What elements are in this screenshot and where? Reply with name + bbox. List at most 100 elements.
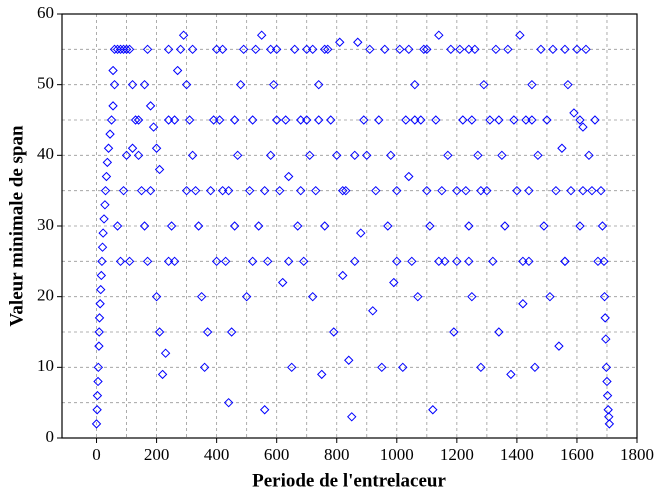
- point: [96, 284, 106, 295]
- point: [305, 150, 315, 161]
- point: [473, 150, 483, 161]
- point: [446, 44, 456, 55]
- y-axis-label: Valeur minimale de span: [6, 125, 27, 327]
- y-tick-label: 0: [46, 427, 55, 446]
- point: [518, 299, 528, 309]
- point: [524, 185, 534, 196]
- point: [202, 327, 213, 337]
- point: [214, 115, 225, 125]
- point: [392, 256, 402, 267]
- point: [560, 256, 570, 267]
- y-tick-label: 40: [37, 144, 54, 163]
- point: [377, 362, 387, 373]
- point: [96, 270, 107, 281]
- point: [289, 44, 300, 55]
- point: [280, 115, 291, 125]
- point: [356, 228, 366, 238]
- point: [596, 185, 606, 196]
- point: [127, 143, 138, 153]
- point: [308, 44, 318, 55]
- point: [320, 221, 330, 231]
- point: [91, 419, 102, 429]
- point: [148, 122, 159, 132]
- point: [277, 277, 288, 288]
- point: [545, 291, 555, 302]
- point: [575, 221, 585, 231]
- point: [259, 405, 270, 415]
- point: [181, 185, 192, 196]
- point: [145, 101, 156, 111]
- point: [142, 256, 153, 267]
- point: [338, 185, 348, 196]
- point: [94, 313, 105, 323]
- point: [124, 44, 135, 55]
- point: [283, 256, 294, 267]
- point: [97, 256, 107, 267]
- point: [172, 65, 183, 76]
- point: [503, 44, 513, 55]
- point: [530, 362, 540, 373]
- point: [145, 185, 156, 196]
- point: [296, 185, 306, 196]
- point: [121, 44, 132, 55]
- point: [154, 164, 165, 175]
- point: [434, 30, 444, 40]
- x-tick-label: 1600: [560, 445, 594, 464]
- point: [259, 185, 270, 196]
- point: [458, 115, 468, 125]
- point: [97, 242, 108, 252]
- point: [241, 291, 252, 302]
- point: [178, 30, 189, 40]
- point: [163, 115, 174, 125]
- point: [599, 291, 610, 302]
- point: [232, 150, 243, 161]
- point: [112, 221, 123, 231]
- point: [413, 291, 423, 302]
- x-tick-label: 600: [264, 445, 290, 464]
- x-tick-label: 1000: [380, 445, 414, 464]
- point: [160, 348, 171, 358]
- point: [542, 115, 552, 125]
- point: [449, 327, 459, 337]
- point: [223, 397, 234, 408]
- point: [99, 214, 109, 224]
- point: [238, 44, 249, 55]
- point: [464, 44, 474, 55]
- point: [419, 44, 429, 55]
- point: [229, 221, 240, 231]
- point: [604, 412, 614, 422]
- point: [404, 171, 414, 182]
- point: [557, 143, 567, 153]
- point: [199, 362, 210, 373]
- point: [271, 115, 282, 125]
- point: [590, 115, 600, 125]
- point: [265, 44, 276, 55]
- point: [299, 256, 309, 267]
- point: [551, 185, 561, 196]
- point: [491, 44, 501, 55]
- point: [335, 37, 345, 47]
- point: [94, 341, 104, 351]
- point: [130, 115, 141, 125]
- point: [407, 256, 417, 267]
- point: [515, 30, 525, 40]
- point: [102, 157, 113, 168]
- point: [443, 150, 453, 161]
- point: [223, 185, 234, 196]
- y-tick-label: 10: [37, 356, 54, 375]
- point: [578, 185, 588, 196]
- point: [533, 150, 543, 161]
- point: [139, 79, 150, 90]
- point: [597, 221, 608, 231]
- point: [323, 44, 333, 55]
- point: [452, 256, 462, 267]
- point: [428, 405, 438, 415]
- x-tick-label: 1800: [620, 445, 654, 464]
- y-tick-label: 30: [37, 215, 54, 234]
- point: [127, 79, 138, 90]
- point: [500, 221, 510, 231]
- point: [205, 185, 216, 196]
- point: [494, 115, 504, 125]
- point: [479, 79, 489, 90]
